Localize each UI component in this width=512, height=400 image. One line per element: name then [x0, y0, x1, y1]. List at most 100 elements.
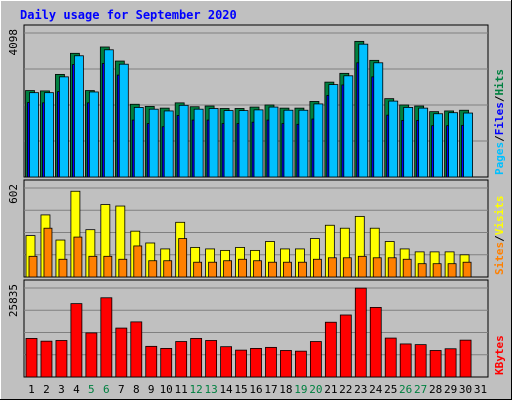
- bar-kbytes: [25, 338, 38, 378]
- x-tick-label: 5: [88, 383, 95, 396]
- bar-sites: [357, 255, 367, 278]
- legend-pages: Pages: [493, 142, 506, 175]
- bar-pages: [253, 109, 264, 178]
- x-tick-label: 2: [43, 383, 50, 396]
- bar-sites: [178, 238, 188, 278]
- bar-pages: [178, 104, 189, 178]
- bar-kbytes: [85, 332, 98, 378]
- bar-kbytes: [145, 345, 158, 378]
- x-tick-label: 19: [294, 383, 307, 396]
- bar-pages: [343, 75, 354, 178]
- bar-pages: [268, 106, 279, 178]
- bar-sites: [148, 260, 158, 278]
- bar-sites: [223, 260, 232, 278]
- x-tick-label: 22: [339, 383, 352, 396]
- bar-pages: [103, 49, 114, 178]
- bar-pages: [193, 108, 204, 178]
- bar-kbytes: [235, 349, 247, 378]
- x-tick-label: 6: [103, 383, 110, 396]
- x-tick-label: 28: [429, 383, 442, 396]
- bar-sites: [58, 258, 68, 278]
- bar-sites: [133, 245, 143, 278]
- bar-sites: [387, 257, 397, 278]
- bar-pages: [59, 76, 69, 178]
- panel-middle: [23, 179, 489, 278]
- bar-kbytes: [55, 340, 68, 378]
- x-tick-label: 31: [474, 383, 487, 396]
- y-max-label-bottom: 25835: [7, 284, 20, 317]
- x-tick-label: 17: [264, 383, 277, 396]
- bar-pages: [328, 84, 339, 178]
- y-max-label-top: 4098: [7, 29, 20, 56]
- bar-pages: [448, 112, 458, 178]
- side-legend-bottom: KBytes: [493, 335, 506, 375]
- x-tick-label: 4: [73, 383, 80, 396]
- panel-top: [23, 24, 489, 178]
- bar-kbytes: [115, 327, 128, 378]
- bar-kbytes: [444, 348, 457, 378]
- bar-kbytes: [280, 350, 292, 378]
- bar-sites: [327, 257, 337, 278]
- x-tick-label: 10: [160, 383, 173, 396]
- bar-kbytes: [220, 346, 232, 378]
- bar-sites: [43, 227, 53, 278]
- y-max-labels: 4098 602 25835: [7, 29, 20, 317]
- bar-pages: [44, 92, 54, 178]
- x-tick-label: 11: [175, 383, 188, 396]
- bar-pages: [418, 107, 429, 178]
- bar-sites: [163, 260, 173, 278]
- legend-separator: /: [493, 235, 506, 242]
- panels: [23, 24, 489, 378]
- side-legend-middle: Sites/Visits: [493, 196, 506, 276]
- legend-files: Files: [493, 102, 506, 135]
- legend-visits: Visits: [493, 196, 506, 236]
- x-tick-label: 15: [234, 383, 247, 396]
- bar-sites: [447, 263, 457, 278]
- legend-hits: Hits: [493, 69, 506, 96]
- bar-sites: [402, 258, 412, 278]
- bar-sites: [298, 261, 307, 278]
- bar-kbytes: [414, 344, 427, 378]
- bar-pages: [388, 100, 399, 178]
- bar-kbytes: [369, 307, 382, 378]
- bar-kbytes: [130, 321, 143, 378]
- bar-sites: [312, 258, 322, 278]
- bar-pages: [148, 108, 159, 178]
- bar-pages: [88, 91, 99, 178]
- x-tick-label: 21: [324, 383, 337, 396]
- bar-sites: [417, 263, 427, 278]
- bar-sites: [103, 255, 113, 278]
- legend-kbytes: KBytes: [493, 335, 506, 375]
- bar-kbytes: [205, 340, 218, 378]
- bar-pages: [313, 103, 324, 178]
- x-tick-label: 14: [219, 383, 233, 396]
- x-tick-label: 23: [354, 383, 367, 396]
- bar-kbytes: [175, 341, 188, 378]
- panel-bottom: [23, 279, 489, 378]
- bar-sites: [462, 261, 472, 278]
- bar-sites: [118, 258, 128, 278]
- x-tick-label: 1: [28, 383, 35, 396]
- bar-pages: [238, 110, 249, 178]
- bar-kbytes: [70, 303, 83, 378]
- x-tick-label: 7: [118, 383, 125, 396]
- bar-pages: [373, 62, 384, 178]
- bar-pages: [163, 110, 174, 178]
- bar-sites: [28, 255, 38, 278]
- legend-sites: Sites: [493, 242, 506, 275]
- bar-sites: [193, 261, 203, 278]
- x-tick-label: 8: [133, 383, 140, 396]
- bar-pages: [29, 92, 39, 178]
- y-max-label-middle: 602: [7, 184, 20, 204]
- bar-pages: [133, 107, 144, 178]
- x-tick-label: 29: [444, 383, 457, 396]
- bar-kbytes: [40, 340, 53, 378]
- legend-separator: /: [493, 95, 506, 102]
- bar-pages: [358, 43, 369, 178]
- x-tick-label: 9: [148, 383, 155, 396]
- x-tick-label: 12: [190, 383, 203, 396]
- bar-kbytes: [354, 287, 367, 378]
- bar-kbytes: [100, 297, 113, 378]
- bar-sites: [253, 260, 262, 278]
